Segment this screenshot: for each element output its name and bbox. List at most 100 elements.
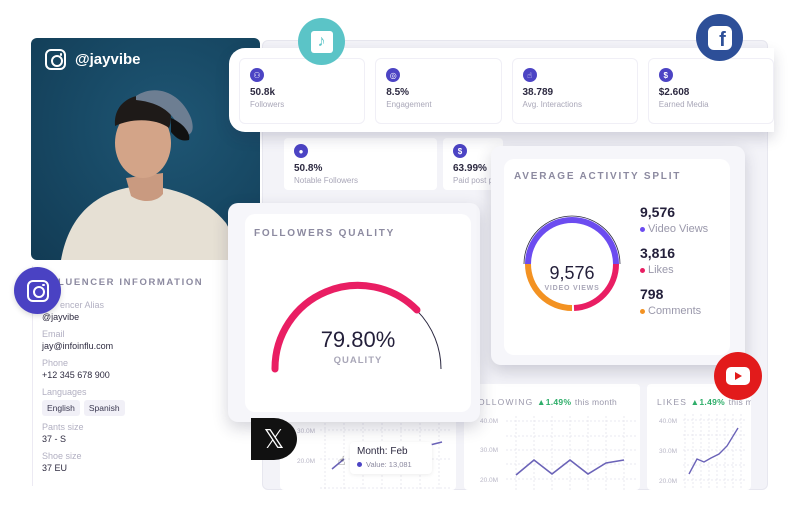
legend-label-row: Likes [640, 264, 708, 276]
quality-value: 79.80% [320, 327, 396, 352]
y-tick: 20.0M [480, 477, 499, 484]
stat-earned-media: $ $2.608 Earned Media [647, 58, 774, 124]
dollar-icon: $ [453, 144, 467, 158]
language-chips: English Spanish [42, 400, 252, 416]
tiktok-icon: ♪ [310, 30, 333, 53]
followers-quality-inner: FOLLOWERS QUALITY 79.80% QUALITY [245, 214, 471, 412]
donut-center-label: VIDEO VIEWS [544, 285, 600, 292]
field-label-shoe-size: Shoe size [42, 451, 82, 461]
stat-engagement: ◎ 8.5% Engagement [375, 58, 502, 124]
stat-notable-followers: ● 50.8% Notable Followers [284, 138, 437, 190]
stat-value: 38.789 [522, 87, 554, 98]
language-chip: Spanish [83, 400, 125, 416]
series-dot [357, 462, 362, 467]
change-period: this month [574, 397, 618, 407]
y-tick: 30.0M [480, 447, 499, 454]
legend-label-row: Video Views [640, 223, 708, 235]
field-label-phone: Phone [42, 358, 69, 368]
stat-value: 63.99% [453, 163, 487, 174]
field-label-email: Email [42, 329, 65, 339]
tiktok-badge[interactable]: ♪ [298, 18, 345, 65]
stat-label: Paid post p [453, 176, 494, 185]
legend-label: Video Views [648, 223, 709, 235]
top-stats-bar: ⚇ 50.8k Followers ◎ 8.5% Engagement ☝ 38… [229, 48, 774, 132]
change-badge: ▲1.49% [536, 397, 572, 407]
tooltip-month: Month: Feb [357, 446, 408, 457]
y-tick: 20.0M [659, 478, 678, 485]
activity-split-card: AVERAGE ACTIVITY SPLIT 9,576 VIDEO VIEWS… [491, 146, 745, 365]
chart-title-text: LIKES [657, 397, 688, 407]
field-value-phone: +12 345 678 900 [42, 370, 110, 380]
x-badge[interactable]: 𝕏 [251, 418, 297, 460]
activity-donut-chart[interactable] [522, 214, 622, 314]
x-icon: 𝕏 [263, 423, 285, 454]
field-value-email: jay@infoinflu.com [42, 341, 114, 351]
likes-line-chart[interactable] [683, 414, 745, 490]
field-label-languages: Languages [42, 387, 87, 397]
legend-item-video-views: 9,576 Video Views [640, 204, 708, 235]
tooltip-value-row: Value: 13,081 [357, 460, 425, 469]
section-title: LUENCER INFORMATION [58, 277, 204, 288]
chart-title-text: OLLOWING [478, 397, 534, 407]
instagram-icon [45, 49, 66, 70]
stat-label: Followers [250, 100, 285, 109]
following-line-chart[interactable] [506, 416, 636, 490]
field-label-pants-size: Pants size [42, 422, 84, 432]
change-badge: ▲1.49% [690, 397, 725, 407]
stat-value: 8.5% [386, 87, 410, 98]
profile-handle: @jayvibe [45, 49, 141, 70]
likes-chart-title: LIKES ▲1.49% this m [657, 397, 751, 407]
legend-label: Comments [648, 305, 702, 317]
card-title: FOLLOWERS QUALITY [254, 228, 396, 239]
legend-value: 3,816 [640, 245, 676, 261]
activity-legend: 9,576 Video Views 3,816 Likes 798 Commen… [640, 204, 708, 327]
profile-photo-card: @jayvibe [31, 38, 260, 260]
facebook-badge[interactable]: f [696, 14, 743, 61]
legend-item-likes: 3,816 Likes [640, 245, 708, 276]
youtube-badge[interactable] [714, 352, 762, 400]
influencer-info-card: LUENCER INFORMATION encer Alias @jayvibe… [32, 266, 260, 486]
field-value-pants-size: 37 - S [42, 434, 67, 444]
card-title: AVERAGE ACTIVITY SPLIT [514, 171, 682, 182]
legend-dot [640, 267, 645, 273]
hand-cursor-icon: ☝ [338, 454, 346, 468]
legend-value: 9,576 [640, 204, 676, 220]
stat-label: Avg. Interactions [522, 100, 582, 109]
language-chip: English [42, 400, 80, 416]
legend-dot [640, 226, 645, 232]
legend-value: 798 [640, 286, 664, 302]
likes-chart-card: LIKES ▲1.49% this m 40.0M 30.0M 20.0M [647, 384, 751, 490]
profile-photo [61, 90, 246, 260]
y-tick: 20.0M [297, 458, 316, 465]
change-period: this m [728, 397, 751, 407]
stat-label: Earned Media [658, 100, 709, 109]
stat-label: Notable Followers [294, 176, 359, 185]
legend-label-row: Comments [640, 305, 708, 317]
instagram-badge[interactable] [14, 267, 61, 314]
donut-center-value: 9,576 [549, 263, 595, 283]
field-label-alias: encer Alias [60, 300, 105, 310]
stat-avg-interactions: ☝ 38.789 Avg. Interactions [511, 58, 638, 124]
activity-split-inner: AVERAGE ACTIVITY SPLIT 9,576 VIDEO VIEWS… [504, 159, 730, 355]
target-icon: ◎ [386, 68, 401, 82]
stat-paid-post: $ 63.99% Paid post p [443, 138, 503, 190]
stat-value: $2.608 [658, 87, 690, 98]
y-tick: 30.0M [659, 448, 678, 455]
stat-value: 50.8k [250, 87, 276, 98]
y-tick: 30.0M [297, 428, 316, 435]
handle-text: @jayvibe [75, 51, 141, 68]
y-tick: 40.0M [480, 418, 499, 425]
following-chart-card: OLLOWING ▲1.49% this month 40.0M 30.0M 2… [464, 384, 640, 490]
user-icon: ● [294, 144, 308, 158]
quality-gauge [271, 281, 442, 373]
stat-value: 50.8% [294, 163, 323, 174]
info-list: encer Alias @jayvibe Email jay@infoinflu… [42, 296, 252, 473]
y-tick: 40.0M [659, 418, 678, 425]
field-value-shoe-size: 37 EU [42, 463, 68, 473]
followers-icon: ⚇ [250, 68, 264, 82]
following-chart-title: OLLOWING ▲1.49% this month [478, 397, 617, 407]
chart-tooltip: Month: Feb Value: 13,081 [350, 442, 432, 474]
tap-icon: ☝ [522, 68, 537, 82]
facebook-icon: f [707, 25, 732, 50]
stat-label: Engagement [386, 100, 432, 109]
